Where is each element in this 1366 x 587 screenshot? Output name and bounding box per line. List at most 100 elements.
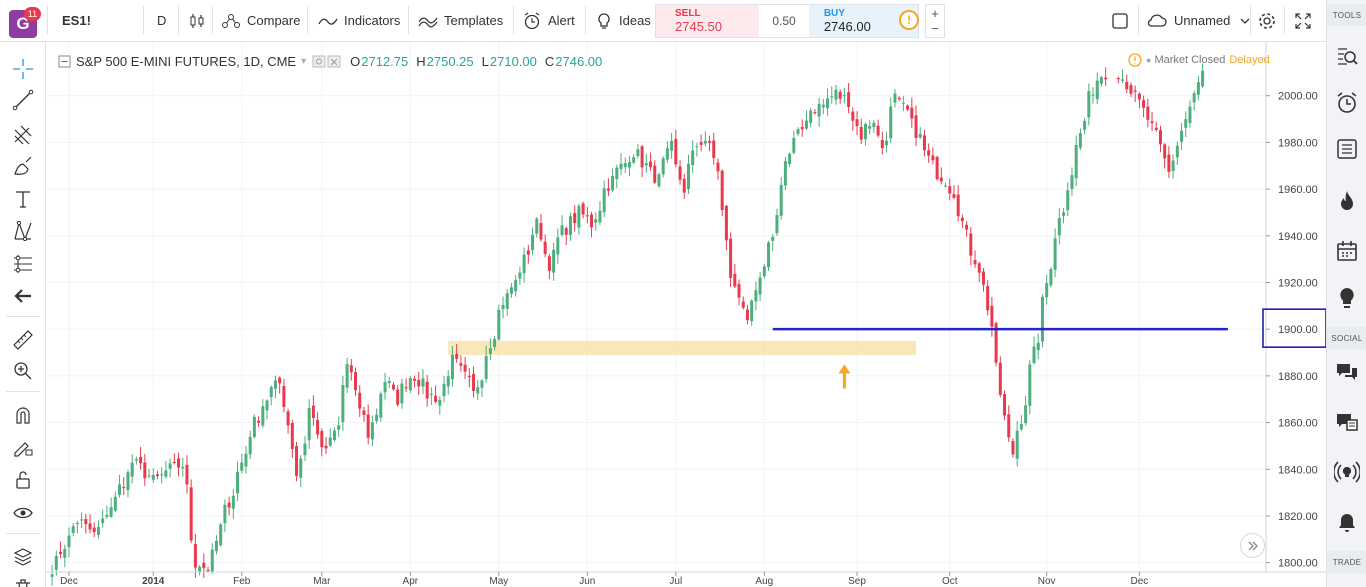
collapse-icon[interactable] bbox=[58, 55, 71, 68]
format-icon[interactable] bbox=[312, 55, 342, 68]
ruler-tool[interactable] bbox=[11, 328, 35, 352]
alert-button[interactable]: Alert bbox=[522, 0, 575, 41]
candle bbox=[661, 156, 665, 178]
text-tool[interactable] bbox=[11, 187, 35, 211]
time-axis[interactable]: Dec 2014 Feb Mar Apr May Jun Jul Aug Sep Oct Nov Dec bbox=[60, 572, 1148, 587]
candle bbox=[139, 446, 143, 470]
candle-body bbox=[210, 549, 214, 572]
candle bbox=[252, 414, 256, 439]
candle-body bbox=[1171, 160, 1175, 172]
chats-button[interactable] bbox=[1334, 359, 1360, 385]
candle-body bbox=[358, 392, 362, 409]
symbol-search[interactable]: ES1! bbox=[62, 13, 91, 28]
streams-button[interactable] bbox=[1334, 409, 1360, 435]
pattern-tool[interactable] bbox=[11, 219, 35, 243]
templates-button[interactable]: Templates bbox=[418, 0, 503, 41]
candle bbox=[1003, 390, 1007, 421]
candle-body bbox=[341, 384, 345, 423]
increase-button[interactable]: + bbox=[931, 6, 939, 21]
ideas-stream-button[interactable] bbox=[1334, 285, 1360, 311]
lightbulb-icon bbox=[1340, 288, 1354, 308]
candle bbox=[421, 369, 425, 395]
hotlists-button[interactable] bbox=[1334, 188, 1360, 214]
compare-button[interactable]: Compare bbox=[221, 0, 300, 41]
candle-body bbox=[910, 107, 914, 119]
candle-body bbox=[273, 380, 277, 389]
candle bbox=[320, 428, 324, 457]
dropdown-icon[interactable]: ▾ bbox=[301, 55, 307, 67]
candle bbox=[375, 408, 379, 424]
close-value: 2746.00 bbox=[555, 53, 603, 69]
zoom-in-tool[interactable] bbox=[11, 359, 35, 383]
candle bbox=[1188, 100, 1192, 128]
brush-tool[interactable] bbox=[11, 154, 35, 178]
series-title[interactable]: S&P 500 E-MINI FUTURES, 1D, CME bbox=[76, 53, 297, 69]
broadcast-button[interactable] bbox=[1334, 460, 1360, 486]
candle bbox=[59, 541, 63, 559]
scroll-to-realtime-button[interactable] bbox=[1240, 533, 1265, 558]
candle-body bbox=[965, 224, 969, 230]
candle bbox=[539, 213, 543, 242]
candle-body bbox=[509, 287, 513, 294]
interval-selector[interactable]: D bbox=[157, 13, 167, 28]
candle-body bbox=[577, 205, 581, 228]
candle bbox=[328, 428, 332, 448]
candle bbox=[754, 281, 758, 311]
trade-widget: SELL 2745.50 0.50 BUY 2746.00 bbox=[655, 4, 919, 38]
arrow-up-icon[interactable] bbox=[838, 364, 851, 389]
candle-body bbox=[408, 378, 412, 391]
candle-body bbox=[847, 92, 851, 108]
candle bbox=[1154, 121, 1158, 132]
candle-body bbox=[754, 290, 758, 302]
x-tick-label: May bbox=[489, 576, 508, 587]
sell-button[interactable]: SELL 2745.50 bbox=[656, 5, 760, 37]
object-tree-tool[interactable] bbox=[11, 545, 35, 569]
fullscreen-checkbox[interactable] bbox=[1111, 0, 1135, 41]
candle-body bbox=[598, 210, 602, 223]
candle-body bbox=[552, 249, 556, 273]
candle-body bbox=[792, 138, 796, 153]
candle-body bbox=[830, 96, 834, 98]
trash-tool[interactable] bbox=[11, 574, 35, 587]
visibility-tool[interactable] bbox=[11, 501, 35, 525]
candle bbox=[627, 155, 631, 177]
candle-body bbox=[636, 149, 640, 156]
layout-menu[interactable]: Unnamed bbox=[1146, 0, 1258, 41]
candle-body bbox=[716, 162, 720, 172]
prediction-tool[interactable] bbox=[11, 252, 35, 276]
candle-body bbox=[948, 186, 952, 194]
settings-button[interactable] bbox=[1257, 0, 1283, 41]
notifications-button[interactable] bbox=[1334, 510, 1360, 536]
back-arrow-tool[interactable] bbox=[11, 284, 35, 308]
candle-body bbox=[767, 242, 771, 268]
chart-type-button[interactable] bbox=[188, 0, 212, 41]
candle-body bbox=[396, 389, 400, 405]
lock-all-tool[interactable] bbox=[11, 468, 35, 492]
support-zone[interactable] bbox=[448, 340, 917, 355]
calendar-button[interactable] bbox=[1334, 238, 1360, 264]
candle-body bbox=[1091, 94, 1095, 96]
decrease-button[interactable]: − bbox=[931, 21, 939, 36]
trend-line-tool[interactable] bbox=[11, 88, 35, 112]
watchlist-button[interactable] bbox=[1334, 44, 1360, 70]
pitchfork-tool[interactable] bbox=[11, 122, 35, 146]
crosshair-tool[interactable] bbox=[11, 57, 35, 81]
info-icon[interactable]: ! bbox=[899, 10, 919, 30]
price-axis[interactable]: 2000.00 1980.00 1960.00 1940.00 1920.00 1900.… bbox=[1266, 91, 1318, 570]
candle-body bbox=[935, 156, 939, 180]
ruler-icon bbox=[13, 330, 33, 350]
candle-body bbox=[729, 238, 733, 278]
candle-body bbox=[206, 569, 210, 572]
expand-button[interactable] bbox=[1294, 0, 1318, 41]
lock-drawing-tool[interactable] bbox=[11, 435, 35, 459]
candle bbox=[349, 359, 353, 381]
alerts-button[interactable] bbox=[1334, 90, 1360, 116]
price-chart[interactable]: 2000.00 1980.00 1960.00 1940.00 1920.00 1900.… bbox=[46, 42, 1326, 587]
ideas-button[interactable]: Ideas bbox=[595, 0, 651, 41]
indicators-button[interactable]: Indicators bbox=[318, 0, 400, 41]
data-window-button[interactable] bbox=[1334, 136, 1360, 162]
magnet-tool[interactable] bbox=[11, 403, 35, 427]
x-tick-label: Jul bbox=[669, 576, 682, 587]
candle-body bbox=[855, 119, 859, 127]
